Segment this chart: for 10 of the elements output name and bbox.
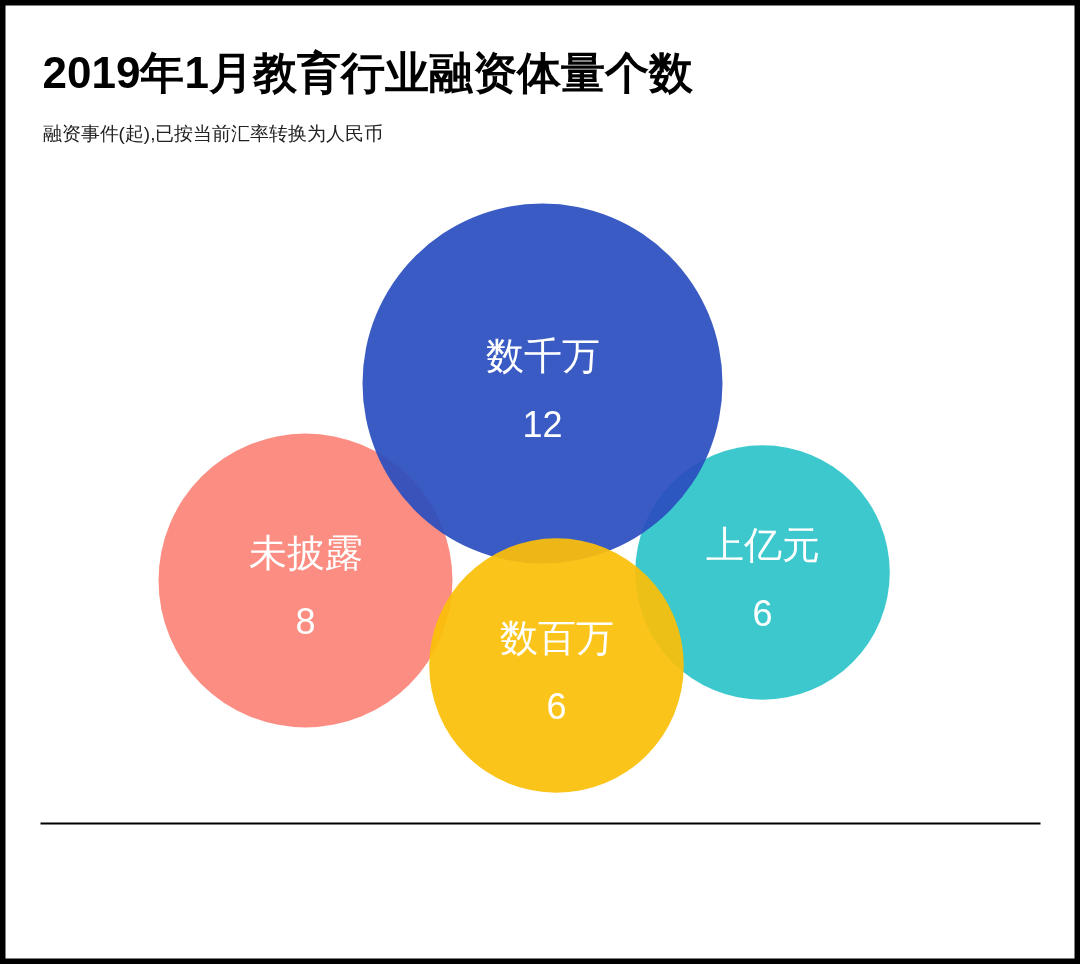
data-label: 6 [752,592,773,634]
category-label: 数百万 [499,616,614,659]
data-label: 12 [522,403,563,445]
text: 融资事件(起),已按当前汇率转换为人民币 [42,123,384,144]
data-label: 8 [295,600,316,642]
text: 2019年1月教育行业融资体量个数 [42,48,694,97]
category-label: 数千万 [485,334,600,377]
category-label: 上亿元 [705,523,820,566]
category-label: 未披露 [248,531,363,574]
data-label: 6 [546,685,567,727]
